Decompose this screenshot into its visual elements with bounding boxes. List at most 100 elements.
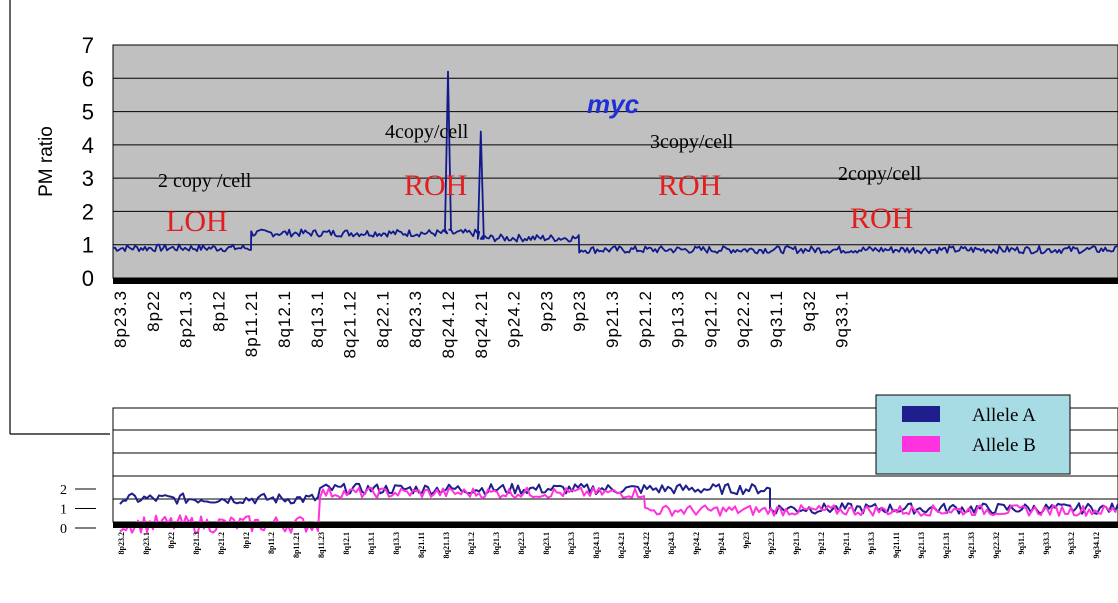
y-tick-label: 3 xyxy=(82,166,94,191)
x-tick-label: 9q34.12 xyxy=(1092,532,1101,558)
series-line-allele-b xyxy=(119,486,1117,534)
x-tick-label: 8q21.2 xyxy=(467,532,476,554)
x-tick-label: 9p24.2 xyxy=(505,290,524,348)
x-tick-label: 9p21.3 xyxy=(792,532,801,554)
x-tick-label: 8q21.3 xyxy=(492,532,501,554)
legend-swatch xyxy=(902,406,940,422)
x-tick-label: 9p22.3 xyxy=(767,532,776,554)
bottom-x-ticks: 8p23.2 8p23.1 8p22 8p21.3 8p21.2 8p12 8p11.2 8p… xyxy=(117,532,1101,558)
x-tick-label: 8q24.3 xyxy=(667,532,676,554)
x-tick-label: 9p13.3 xyxy=(867,532,876,554)
top-plot-background xyxy=(112,44,1118,279)
x-tick-label: 8q13.1 xyxy=(367,532,376,554)
x-tick-label: 8p23.2 xyxy=(117,532,126,554)
top-gridlines xyxy=(113,44,1118,246)
top-y-ticks: 0 1 2 3 4 5 6 7 xyxy=(82,33,94,291)
x-tick-label: 8q21.13 xyxy=(442,532,451,558)
x-tick-label: 9q22.2 xyxy=(734,290,753,348)
x-tick-label: 8q24.21 xyxy=(617,532,626,558)
x-tick-label: 9q32 xyxy=(800,290,819,332)
x-tick-label: 8q24.22 xyxy=(642,532,651,558)
top-x-ticks: 8p23.3 8p22 8p21.3 8p12 8p11.21 8q12.1 8q13.1 8… xyxy=(111,290,852,358)
annotation-loh: LOH xyxy=(166,205,228,238)
y-tick-label: 1 xyxy=(82,233,94,258)
x-tick-label: 8q22.3 xyxy=(517,532,526,554)
x-tick-label: 8q12.1 xyxy=(342,532,351,554)
x-tick-label: 8q12.1 xyxy=(275,290,294,348)
x-tick-label: 9p24.2 xyxy=(692,532,701,554)
y-tick-label: 6 xyxy=(82,66,94,91)
y-tick-label: 7 xyxy=(82,33,94,58)
x-tick-label: 9p23 xyxy=(742,532,751,548)
x-tick-label: 8q24.13 xyxy=(592,532,601,558)
x-tick-label: 8p12 xyxy=(209,290,228,332)
x-tick-label: 8p21.3 xyxy=(177,290,196,348)
x-tick-label: 8p22 xyxy=(144,290,163,332)
legend-label: Allele B xyxy=(972,435,1036,456)
x-tick-label: 9p23 xyxy=(537,290,556,332)
x-tick-label: 8p12 xyxy=(242,532,251,548)
annotation-4copy-cell: 4copy/cell xyxy=(385,121,469,143)
x-tick-label: 8q23.3 xyxy=(406,290,425,348)
x-tick-label: 9p21.3 xyxy=(603,290,622,348)
bottom-x-axis-bar xyxy=(113,522,1118,528)
x-tick-label: 8q21.11 xyxy=(417,532,426,558)
x-tick-label: 9q33.1 xyxy=(833,290,852,348)
x-tick-label: 9p23 xyxy=(570,290,589,332)
x-tick-label: 8p23.1 xyxy=(142,532,151,554)
x-tick-label: 9p21.2 xyxy=(636,290,655,348)
x-tick-label: 8q24.21 xyxy=(472,290,491,358)
x-tick-label: 8q22.1 xyxy=(373,290,392,348)
y-tick-label: 4 xyxy=(82,133,94,158)
y-axis-label: PM ratio xyxy=(36,126,57,197)
x-tick-label: 8p22 xyxy=(167,532,176,548)
x-tick-label: 9q31.1 xyxy=(1017,532,1026,554)
annotation-2copy-cell: 2copy/cell xyxy=(838,163,922,185)
y-tick-label: 0 xyxy=(60,522,67,537)
bottom-series xyxy=(119,482,1118,534)
x-tick-label: 9q33.3 xyxy=(1042,532,1051,554)
top-annotations: 2 copy /cell LOH 4copy/cell ROH myc 3copy/cel… xyxy=(158,89,922,238)
y-tick-label: 2 xyxy=(82,199,94,224)
x-tick-label: 8p11.21 xyxy=(292,532,301,558)
annotation-roh: ROH xyxy=(404,169,467,202)
top-series xyxy=(112,70,1118,255)
x-tick-label: 9q31.1 xyxy=(767,290,786,348)
x-tick-label: 8p11.21 xyxy=(242,290,261,357)
y-tick-label: 1 xyxy=(60,503,67,518)
top-x-axis-bar xyxy=(113,278,1118,284)
legend-swatch xyxy=(902,436,940,452)
x-tick-label: 8q11.23 xyxy=(317,532,326,558)
x-tick-label: 9p21.2 xyxy=(817,532,826,554)
x-tick-label: 9q21.11 xyxy=(892,532,901,558)
x-tick-label: 9q21.13 xyxy=(917,532,926,558)
x-tick-label: 8p23.3 xyxy=(111,290,130,348)
legend: Allele A Allele B xyxy=(875,394,1071,475)
y-tick-label: 5 xyxy=(82,100,94,125)
x-tick-label: 8q23.1 xyxy=(542,532,551,554)
x-tick-label: 8p11.2 xyxy=(267,532,276,554)
x-tick-label: 9q22.32 xyxy=(992,532,1001,558)
series-line xyxy=(112,70,1118,255)
x-tick-label: 8p21.3 xyxy=(192,532,201,554)
x-tick-label: 8p21.2 xyxy=(217,532,226,554)
x-tick-label: 9p21.1 xyxy=(842,532,851,554)
annotation-roh: ROH xyxy=(850,202,913,235)
x-tick-label: 9q33.2 xyxy=(1067,532,1076,554)
annotation-2-copy-cell: 2 copy /cell xyxy=(158,170,252,192)
annotation-roh: ROH xyxy=(658,169,721,202)
bottom-chart: 2 1 0 8p23.2 8p23.1 8p22 8p21.3 8p21.2 8p12 8p11… xyxy=(60,394,1118,558)
legend-label: Allele A xyxy=(972,405,1036,426)
x-tick-label: 8q21.12 xyxy=(341,290,360,358)
x-tick-label: 9q21.33 xyxy=(967,532,976,558)
x-tick-label: 9p24.1 xyxy=(717,532,726,554)
x-tick-label: 8q13.1 xyxy=(308,290,327,348)
annotation-3copy-cell: 3copy/cell xyxy=(650,131,734,153)
bottom-y-ticks: 2 1 0 xyxy=(60,483,96,537)
x-tick-label: 8q13.3 xyxy=(392,532,401,554)
annotation-myc: myc xyxy=(587,89,640,119)
x-tick-label: 9q21.31 xyxy=(942,532,951,558)
x-tick-label: 8q24.12 xyxy=(439,290,458,358)
